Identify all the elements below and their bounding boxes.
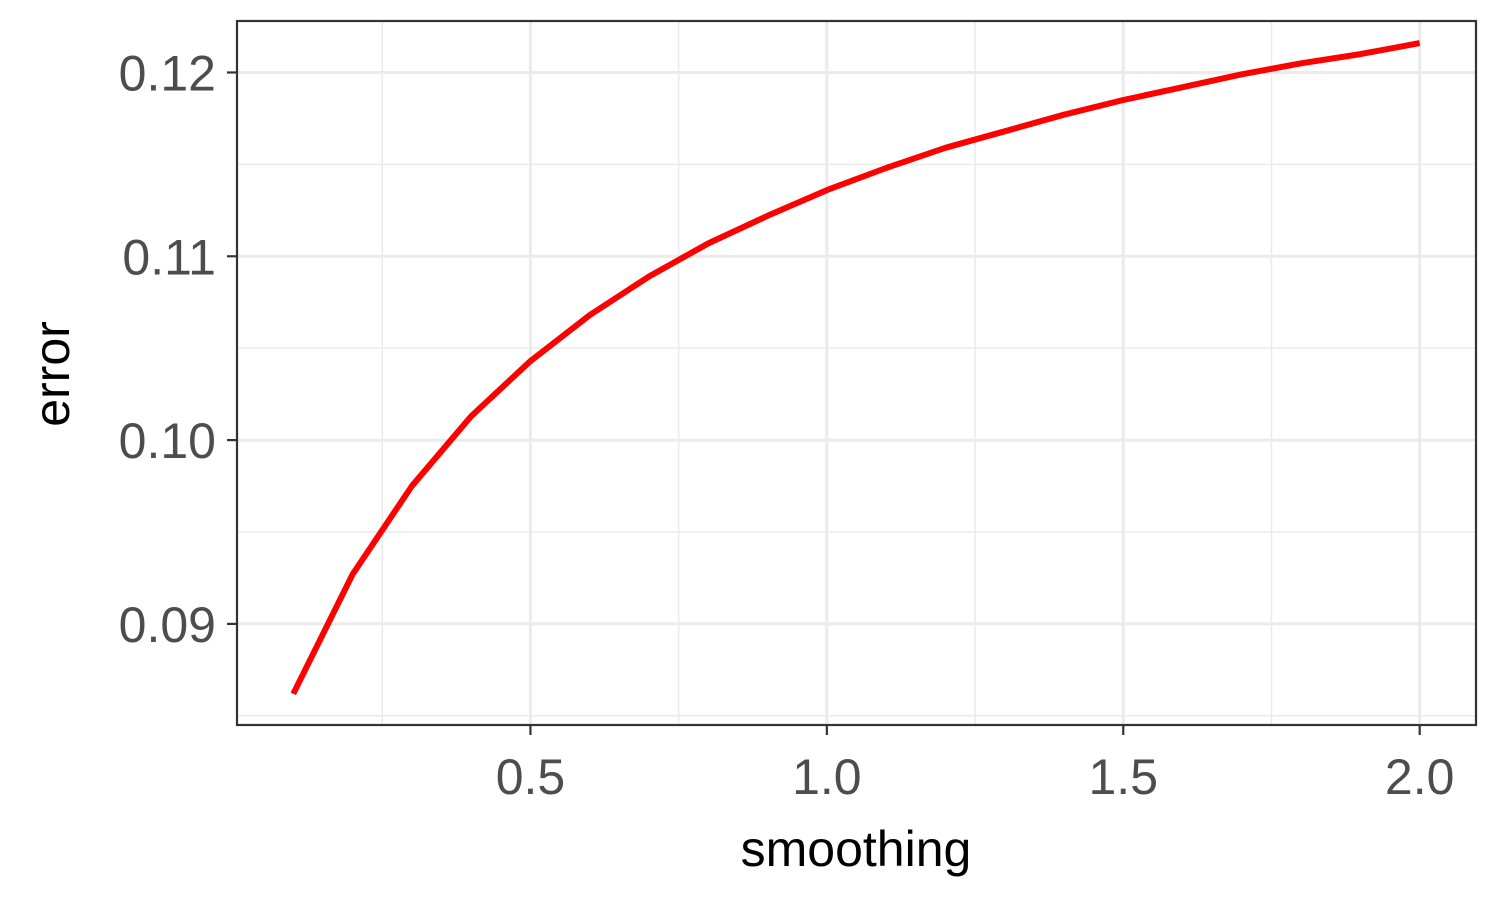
- series-layer: [290, 40, 1421, 696]
- panel-border: [235, 19, 1478, 727]
- axis-ticks: [227, 71, 1421, 735]
- x-tick-label-2: 1.5: [1089, 749, 1159, 805]
- x-tick-label-1: 1.0: [792, 749, 862, 805]
- y-tick-label-0: 0.09: [119, 597, 216, 653]
- y-tick-label-3: 0.12: [119, 45, 216, 101]
- x-tick-labels: 0.5 1.0 1.5 2.0: [496, 749, 1455, 805]
- x-axis-title: smoothing: [741, 821, 972, 877]
- y-tick-label-2: 0.11: [122, 229, 216, 285]
- y-axis-title: error: [24, 321, 80, 427]
- major-gridlines: [237, 21, 1476, 725]
- x-tick-label-3: 2.0: [1385, 749, 1455, 805]
- y-tick-labels: 0.09 0.10 0.11 0.12: [119, 45, 216, 652]
- y-tick-label-1: 0.10: [119, 413, 216, 469]
- series-line-0: [290, 40, 1421, 696]
- x-tick-label-0: 0.5: [496, 749, 566, 805]
